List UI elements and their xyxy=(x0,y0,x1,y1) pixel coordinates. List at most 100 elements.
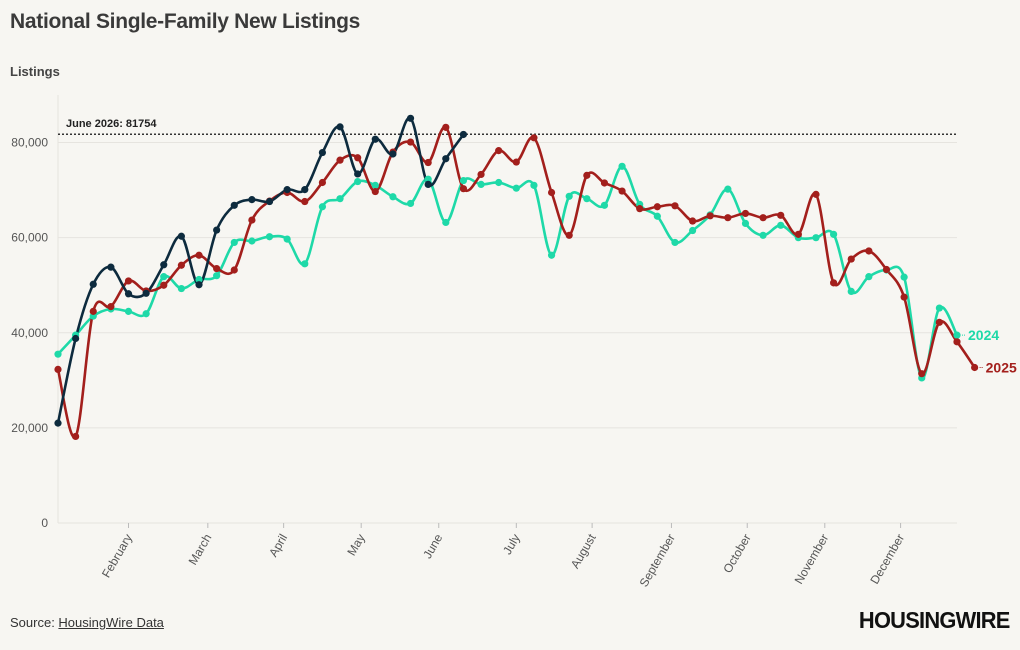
data-point-2026 xyxy=(213,226,221,234)
data-point-2024 xyxy=(177,284,185,293)
x-tick-label: March xyxy=(186,532,215,568)
data-point-2026 xyxy=(371,135,379,143)
source-note: Source: HousingWire Data xyxy=(10,615,164,630)
data-point-2025 xyxy=(812,190,820,198)
data-point-2024 xyxy=(301,260,309,268)
end-label-2025: 2025 xyxy=(986,359,1017,375)
data-point-2024 xyxy=(583,195,591,203)
data-point-2025 xyxy=(459,185,468,193)
data-point-2026 xyxy=(89,280,97,288)
data-point-2025 xyxy=(794,230,802,238)
data-point-2024 xyxy=(195,275,203,284)
data-point-2026 xyxy=(195,281,203,289)
data-point-2024 xyxy=(600,201,609,209)
data-point-2024 xyxy=(477,180,485,189)
data-point-2025 xyxy=(72,432,80,441)
data-point-2024 xyxy=(830,230,838,238)
data-point-2025 xyxy=(953,338,961,346)
series-points xyxy=(54,114,979,441)
y-tick-label: 80,000 xyxy=(11,136,48,150)
data-point-2026 xyxy=(265,197,274,206)
data-point-2024 xyxy=(741,219,750,227)
data-point-2025 xyxy=(547,188,556,197)
data-point-2025 xyxy=(336,156,344,164)
data-point-2025 xyxy=(882,265,891,274)
data-point-2024 xyxy=(688,226,697,235)
data-point-2025 xyxy=(406,138,415,146)
data-point-2026 xyxy=(336,123,344,131)
x-tick-label: April xyxy=(266,532,290,560)
data-point-2025 xyxy=(495,147,503,155)
data-point-2025 xyxy=(160,281,168,289)
data-point-2024 xyxy=(459,177,468,185)
data-point-2024 xyxy=(336,195,344,203)
data-point-2026 xyxy=(442,155,450,163)
data-point-2024 xyxy=(406,199,415,208)
data-point-2025 xyxy=(512,158,520,166)
data-point-2024 xyxy=(230,238,238,247)
data-point-2024 xyxy=(565,192,573,200)
x-tick-label: October xyxy=(720,531,753,575)
data-point-2026 xyxy=(72,334,80,343)
data-point-2026 xyxy=(283,186,291,194)
data-point-2025 xyxy=(442,123,450,131)
data-point-2024 xyxy=(354,177,362,186)
y-tick-label: 20,000 xyxy=(11,421,48,435)
data-point-2024 xyxy=(671,238,679,247)
data-point-2026 xyxy=(459,130,468,139)
data-point-2024 xyxy=(318,203,327,211)
data-point-2025 xyxy=(636,205,644,213)
data-point-2025 xyxy=(847,255,855,263)
x-tick-label: September xyxy=(637,532,678,590)
y-tick-label: 60,000 xyxy=(11,231,48,245)
data-point-2026 xyxy=(124,290,133,298)
data-point-2025 xyxy=(618,187,626,195)
x-tick-label: June xyxy=(420,531,445,561)
data-point-2025 xyxy=(759,214,767,222)
data-point-2026 xyxy=(406,114,415,122)
data-point-2025 xyxy=(777,211,785,219)
data-point-2026 xyxy=(230,201,238,209)
chart-title: National Single-Family New Listings xyxy=(10,10,361,33)
data-point-2024 xyxy=(371,181,379,189)
data-point-2026 xyxy=(248,196,256,204)
data-point-2025 xyxy=(124,277,133,285)
source-prefix: Source: xyxy=(10,615,59,630)
data-point-2025 xyxy=(230,266,238,274)
data-point-2025 xyxy=(865,247,873,255)
data-point-2026 xyxy=(54,419,62,427)
data-point-2025 xyxy=(830,279,838,287)
data-point-2025 xyxy=(935,318,943,326)
data-point-2024 xyxy=(442,218,450,227)
data-point-2025 xyxy=(318,178,327,187)
data-point-2026 xyxy=(142,289,150,297)
series-lines xyxy=(56,116,976,439)
data-point-2026 xyxy=(177,232,185,240)
data-point-2024 xyxy=(935,304,943,312)
source-link[interactable]: HousingWire Data xyxy=(58,615,164,630)
reference-line-label: June 2026: 81754 xyxy=(66,118,157,130)
grid-lines xyxy=(57,95,957,524)
data-point-2026 xyxy=(354,170,362,178)
x-tick-label: August xyxy=(568,531,599,571)
data-point-2025 xyxy=(213,264,221,273)
y-tick-label: 0 xyxy=(41,516,48,530)
housingwire-logo: HOUSINGWIRE xyxy=(859,607,1010,633)
data-point-2026 xyxy=(301,186,309,194)
data-point-2026 xyxy=(424,180,432,189)
data-point-2025 xyxy=(530,134,538,142)
data-point-2025 xyxy=(477,170,485,179)
y-axis-title: Listings xyxy=(10,64,60,79)
data-point-2025 xyxy=(900,293,908,301)
data-point-2024 xyxy=(847,287,855,296)
data-point-2024 xyxy=(283,235,291,243)
data-point-2026 xyxy=(107,263,115,271)
series-line-2026 xyxy=(56,116,465,425)
data-point-2025 xyxy=(583,171,591,179)
data-point-2025 xyxy=(600,179,609,187)
data-point-2024 xyxy=(759,231,767,239)
data-point-2024 xyxy=(777,221,785,229)
data-point-2024 xyxy=(812,234,820,242)
data-point-2025 xyxy=(671,202,679,210)
data-point-2024 xyxy=(653,212,661,220)
